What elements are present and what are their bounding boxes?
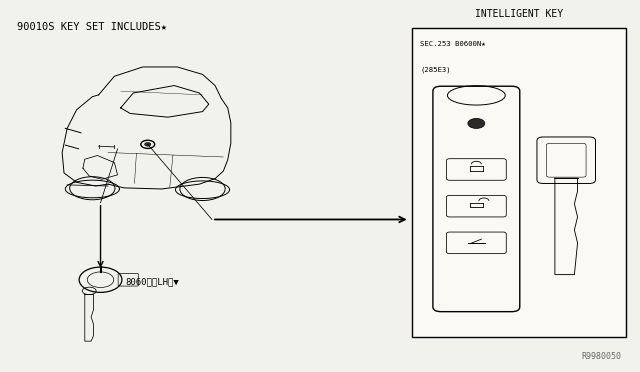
Text: 8060）（LH）▼: 8060）（LH）▼	[125, 278, 179, 286]
Text: SEC.253 B0600N★: SEC.253 B0600N★	[420, 41, 486, 47]
Ellipse shape	[468, 118, 485, 128]
Text: (285E3): (285E3)	[420, 67, 451, 73]
Text: 90010S KEY SET INCLUDES★: 90010S KEY SET INCLUDES★	[17, 22, 167, 32]
Text: R9980050: R9980050	[581, 352, 621, 361]
Ellipse shape	[145, 142, 151, 146]
FancyBboxPatch shape	[412, 28, 626, 337]
Text: INTELLIGENT KEY: INTELLIGENT KEY	[475, 9, 563, 19]
